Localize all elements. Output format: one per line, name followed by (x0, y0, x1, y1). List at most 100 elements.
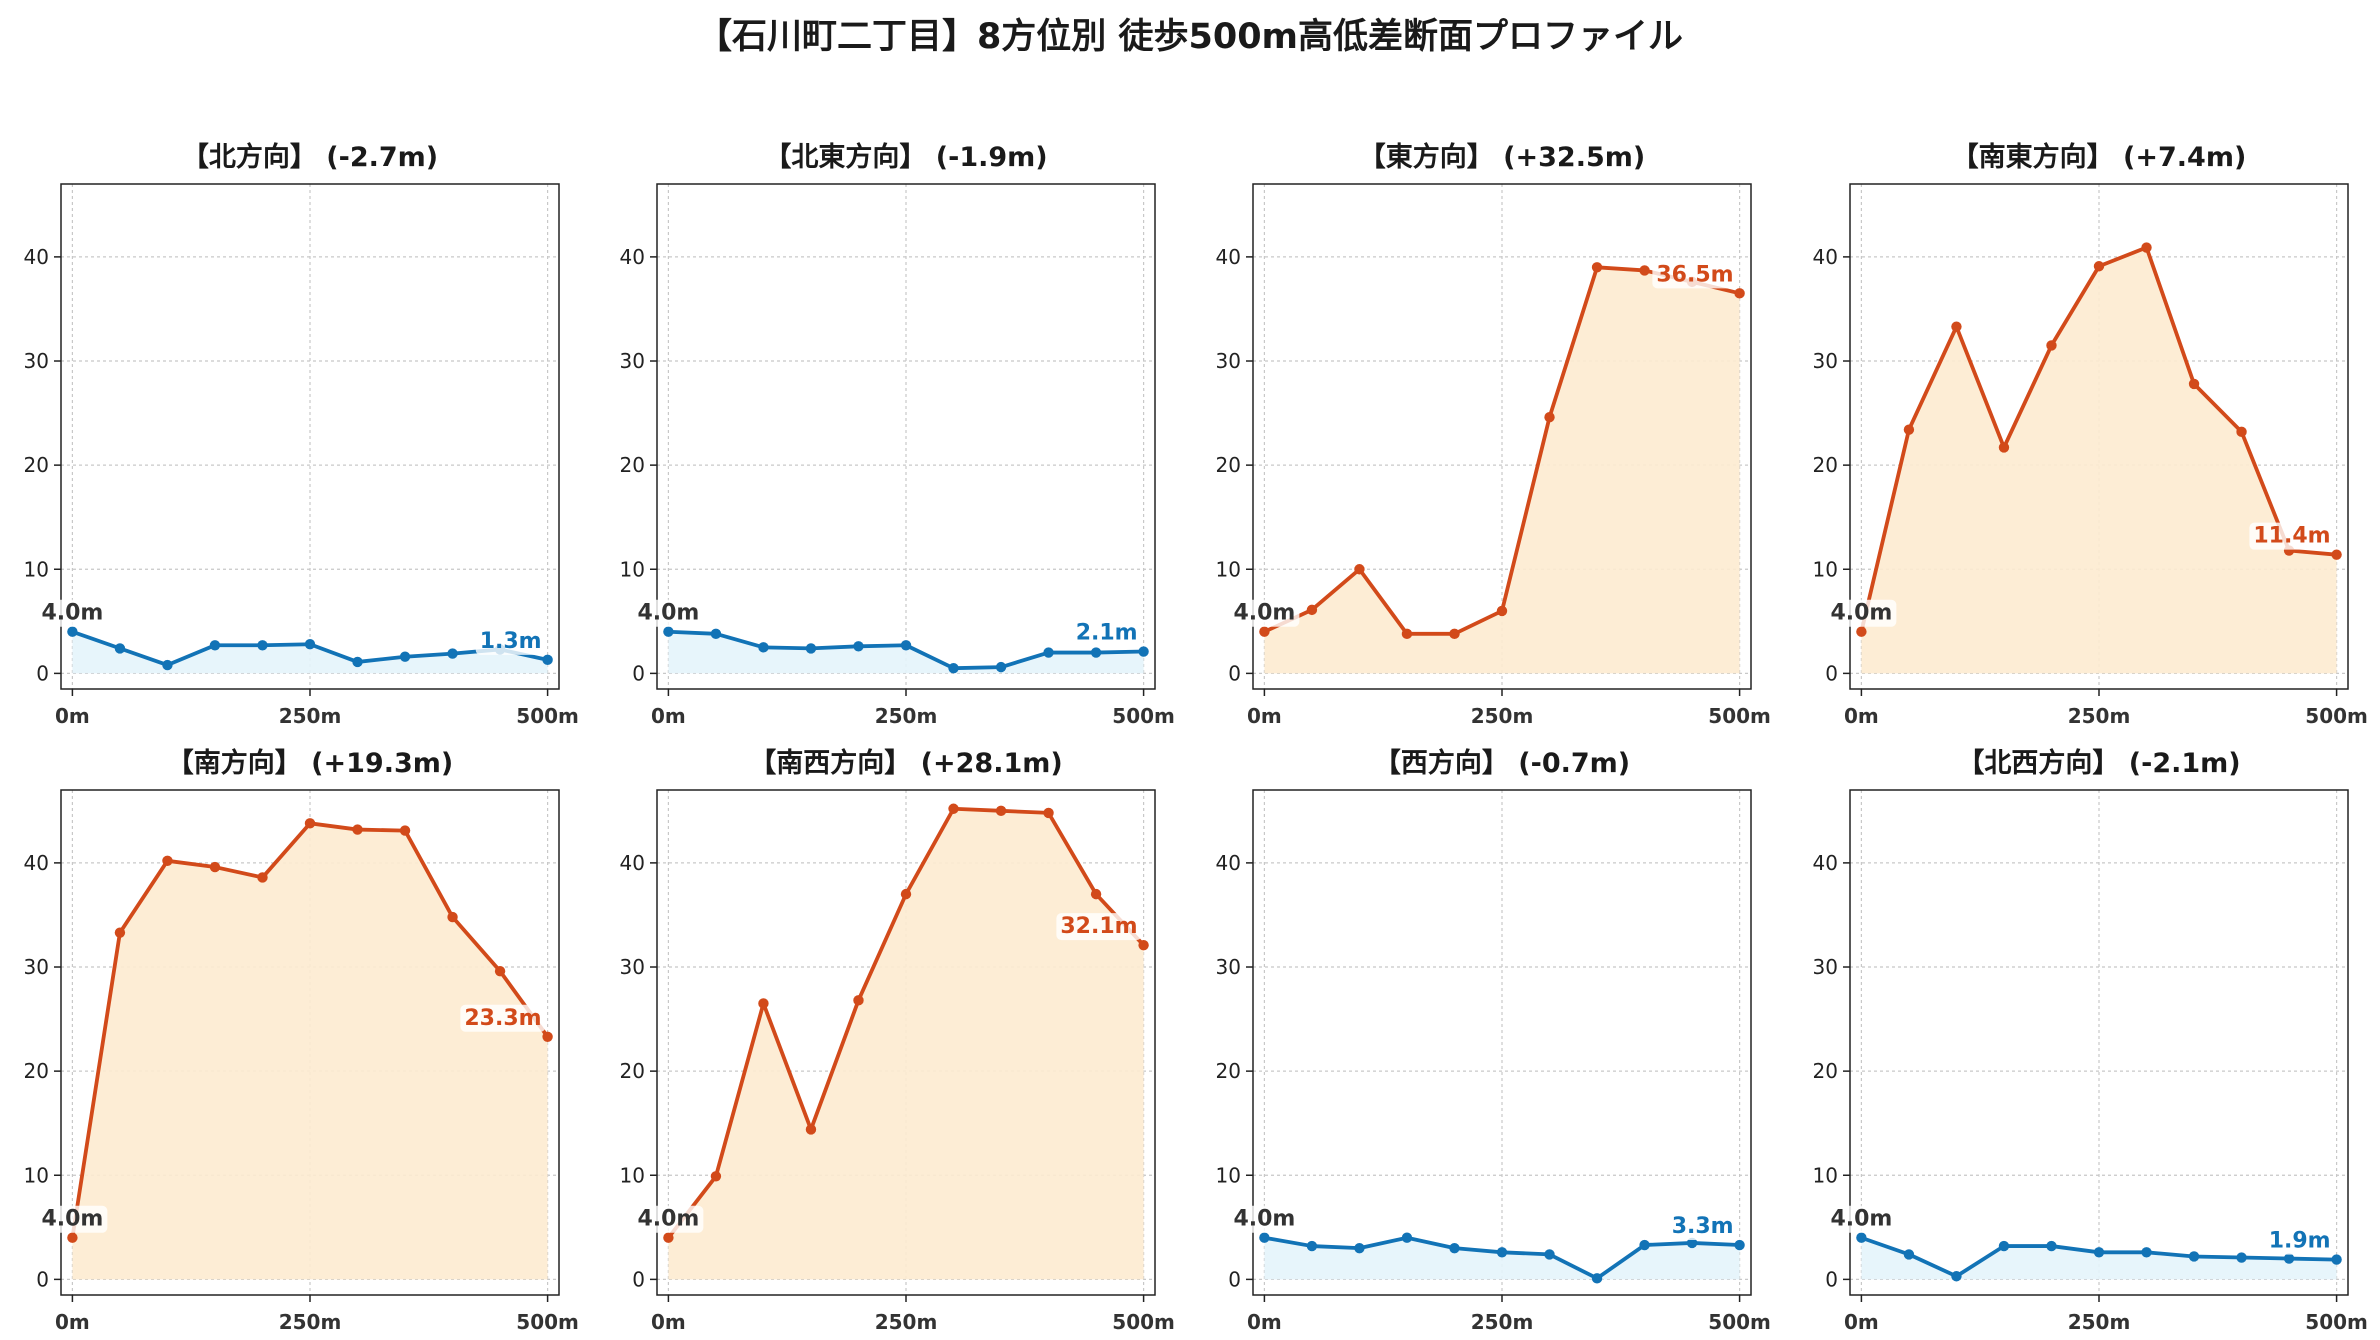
data-point (1544, 1249, 1555, 1260)
x-tick-label: 500m (516, 1310, 579, 1334)
label-background (1229, 1205, 1300, 1233)
data-point (853, 641, 864, 652)
y-tick-label: 30 (1216, 955, 1241, 979)
end-label: 23.3m (464, 1006, 541, 1031)
data-point (1639, 265, 1650, 276)
x-tick-label: 0m (1844, 1310, 1879, 1334)
y-tick-label: 40 (1216, 245, 1241, 269)
y-tick-label: 30 (620, 955, 645, 979)
data-point (1903, 1249, 1915, 1260)
subplot-1: 【北方向】 (-2.7m) 0 10 20 30 40 0m 250m 500m 4.0m 1.3m (24, 141, 579, 728)
data-point (2093, 1247, 2105, 1258)
area-fill (1264, 1237, 1740, 1280)
data-point (114, 643, 126, 654)
x-tick-label: 500m (516, 704, 579, 728)
data-point (1686, 1237, 1698, 1249)
data-point (1306, 604, 1318, 616)
data-point (162, 855, 173, 867)
data-point (1043, 807, 1054, 819)
y-tick-label: 40 (620, 245, 645, 269)
subplot-title: 【南方向】 (+19.3m) (167, 747, 453, 779)
y-tick-label: 30 (620, 349, 645, 373)
data-point (352, 656, 363, 668)
data-point (1951, 321, 1962, 332)
label-background (37, 599, 108, 627)
data-point (1449, 628, 1460, 640)
y-tick-label: 40 (620, 851, 645, 875)
data-point (1998, 442, 2010, 453)
start-label: 4.0m (41, 601, 103, 626)
data-point (67, 626, 78, 637)
data-point (209, 861, 221, 873)
data-point (162, 659, 173, 671)
label-background (2264, 1227, 2335, 1255)
y-tick-label: 0 (632, 1267, 645, 1291)
end-label: 32.1m (1060, 914, 1137, 939)
start-label: 4.0m (1233, 601, 1295, 626)
y-tick-label: 10 (1216, 1163, 1241, 1187)
y-tick-label: 20 (620, 1059, 645, 1083)
data-point (1354, 1242, 1365, 1254)
data-point (399, 825, 411, 836)
y-tick-label: 10 (1813, 557, 1838, 581)
x-tick-label: 250m (2068, 1310, 2131, 1334)
subplot-5: 【南方向】 (+19.3m) 0 10 20 30 40 0m 250m 500m 4.0m 23.… (24, 747, 579, 1334)
area-fill (1861, 1237, 2337, 1280)
data-point (304, 818, 316, 829)
data-point (1856, 1232, 1867, 1243)
data-point (304, 639, 316, 650)
start-label: 4.0m (1830, 1207, 1892, 1232)
y-tick-label: 40 (24, 851, 49, 875)
end-label: 2.1m (1076, 621, 1138, 646)
start-label: 4.0m (637, 601, 699, 626)
y-tick-label: 40 (1813, 245, 1838, 269)
subplot-8: 【北西方向】 (-2.1m) 0 10 20 30 40 0m 250m 500m 4.0m 1.9… (1813, 747, 2368, 1334)
data-point (1306, 1240, 1318, 1252)
label-background (1652, 261, 1738, 289)
subplot-3: 【東方向】 (+32.5m) 0 10 20 30 40 0m 250m 500m 4.0m 36.… (1216, 141, 1771, 728)
data-point (1090, 647, 1102, 658)
y-tick-label: 20 (1813, 1059, 1838, 1083)
data-point (1496, 605, 1508, 617)
y-tick-label: 10 (1813, 1163, 1838, 1187)
data-point (2046, 1240, 2057, 1252)
end-label: 3.3m (1672, 1214, 1734, 1239)
y-tick-label: 0 (1228, 1267, 1241, 1291)
data-point (853, 995, 864, 1006)
label-background (633, 1205, 704, 1233)
data-point (447, 911, 458, 923)
x-tick-label: 0m (651, 1310, 686, 1334)
x-tick-label: 500m (1112, 1310, 1175, 1334)
data-point (758, 642, 769, 653)
x-tick-label: 0m (1247, 1310, 1282, 1334)
subplot-title: 【南西方向】 (+28.1m) (749, 747, 1062, 779)
data-point (948, 662, 959, 674)
subplot-title: 【北東方向】 (-1.9m) (764, 141, 1047, 173)
y-tick-label: 20 (1216, 453, 1241, 477)
y-tick-label: 20 (24, 453, 49, 477)
x-tick-label: 0m (55, 704, 90, 728)
y-tick-label: 20 (24, 1059, 49, 1083)
label-background (2249, 522, 2335, 550)
data-point (948, 803, 959, 814)
data-point (2141, 242, 2152, 253)
area-fill (668, 808, 1144, 1280)
subplot-title: 【北西方向】 (-2.1m) (1957, 747, 2240, 779)
x-tick-label: 250m (1471, 1310, 1534, 1334)
y-tick-label: 10 (24, 557, 49, 581)
subplot-7: 【西方向】 (-0.7m) 0 10 20 30 40 0m 250m 500m 4.0m 3.3m (1216, 747, 1771, 1334)
label-background (1667, 1213, 1738, 1241)
label-background (1826, 599, 1897, 627)
data-point (114, 927, 126, 938)
label-background (633, 599, 704, 627)
y-tick-label: 30 (1216, 349, 1241, 373)
end-label: 1.9m (2269, 1229, 2331, 1254)
y-tick-label: 40 (1813, 851, 1838, 875)
y-tick-label: 0 (1825, 661, 1838, 685)
y-tick-label: 30 (1813, 955, 1838, 979)
y-tick-label: 10 (620, 557, 645, 581)
data-point (1903, 424, 1915, 435)
y-tick-label: 20 (1813, 453, 1838, 477)
x-tick-label: 250m (279, 704, 342, 728)
data-point (900, 640, 912, 651)
